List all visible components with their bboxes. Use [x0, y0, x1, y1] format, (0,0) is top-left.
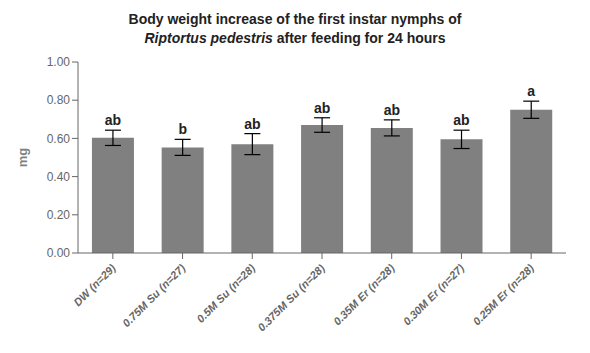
svg-text:ab: ab	[314, 100, 330, 116]
svg-text:a: a	[527, 83, 535, 99]
svg-text:0.30M Er (n=27): 0.30M Er (n=27)	[401, 261, 467, 327]
svg-text:ab: ab	[453, 112, 469, 128]
svg-text:0.00: 0.00	[47, 246, 71, 260]
svg-text:0.75M Su (n=27): 0.75M Su (n=27)	[120, 261, 188, 329]
svg-text:ab: ab	[384, 102, 400, 118]
svg-text:0.5M Su (n=28): 0.5M Su (n=28)	[194, 261, 257, 324]
svg-text:b: b	[178, 121, 187, 137]
svg-text:0.375M Su (n=28): 0.375M Su (n=28)	[255, 261, 327, 333]
svg-text:0.25M Er (n=28): 0.25M Er (n=28)	[470, 261, 536, 327]
svg-text:0.35M Er (n=28): 0.35M Er (n=28)	[331, 261, 397, 327]
svg-text:0.40: 0.40	[47, 170, 71, 184]
svg-text:ab: ab	[105, 112, 121, 128]
svg-text:mg: mg	[15, 148, 30, 168]
svg-text:0.60: 0.60	[47, 132, 71, 146]
svg-text:0.20: 0.20	[47, 208, 71, 222]
svg-text:1.00: 1.00	[47, 55, 71, 69]
svg-text:ab: ab	[244, 116, 260, 132]
html-text:Body weight increase of the fi: Body weight increase of the first instar…	[128, 11, 462, 27]
html-text:Riptortus pedestris after feed: Riptortus pedestris after feeding for 24…	[144, 30, 446, 46]
svg-text:DW (n=29): DW (n=29)	[71, 261, 118, 308]
svg-text:0.80: 0.80	[47, 93, 71, 107]
